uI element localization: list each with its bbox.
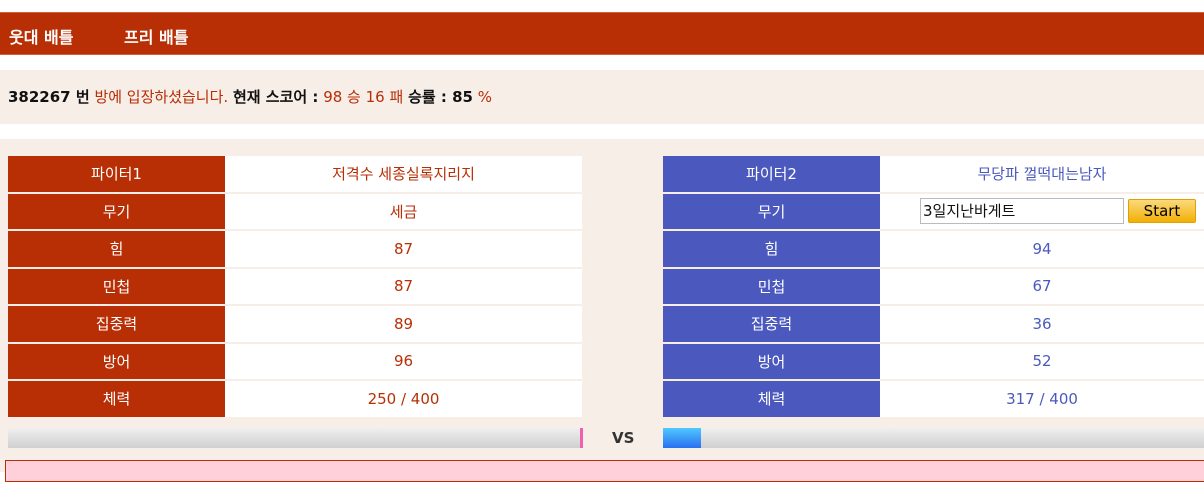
stat-value: 36 [880, 306, 1204, 342]
stat-label: 힘 [663, 231, 880, 267]
stat-value: 세금 [225, 193, 582, 229]
fighter2-table: 파이터2 무당파 껄떡대는남자 무기 3일지난바게트 Start 힘 94 민첩 67 집중력 36… [663, 154, 1204, 419]
stat-label: 무기 [8, 193, 225, 229]
stat-value: 250 / 400 [225, 381, 582, 417]
stat-row: 방어 96 [8, 343, 582, 379]
score-label: 현재 스코어 : [232, 88, 319, 106]
stat-label: 방어 [8, 343, 225, 379]
stat-value: 96 [225, 343, 582, 379]
stat-row: 무기 3일지난바게트 Start [663, 193, 1204, 229]
stat-row: 힘 94 [663, 231, 1204, 267]
stat-row: 파이터1 저격수 세종실록지리지 [8, 156, 582, 192]
win-rate-unit: % [477, 88, 493, 106]
battle-log-box [5, 460, 1204, 482]
stat-label: 파이터2 [663, 156, 880, 192]
stat-value: 52 [880, 343, 1204, 379]
stat-row: 체력 317 / 400 [663, 381, 1204, 417]
stat-value: 무당파 껄떡대는남자 [880, 156, 1204, 192]
stat-value: 94 [880, 231, 1204, 267]
stat-row: 힘 87 [8, 231, 582, 267]
stat-label: 민첩 [663, 268, 880, 304]
stat-value: 67 [880, 268, 1204, 304]
stat-row: 집중력 36 [663, 306, 1204, 342]
stat-value: 3일지난바게트 Start [880, 193, 1204, 229]
stat-label: 힘 [8, 231, 225, 267]
stat-label: 체력 [663, 381, 880, 417]
fighter1-bar [8, 428, 583, 448]
entered-text: 방에 입장하셨습니다. [94, 88, 229, 106]
stat-row: 집중력 89 [8, 306, 582, 342]
stat-label: 파이터1 [8, 156, 225, 192]
battle-area: 파이터1 저격수 세종실록지리지 무기 세금 힘 87 민첩 87 집중력 89 방어 96 체력 250… [0, 139, 1204, 482]
fighter1-table: 파이터1 저격수 세종실록지리지 무기 세금 힘 87 민첩 87 집중력 89 방어 96 체력 250… [8, 154, 582, 419]
start-button[interactable]: Start [1128, 199, 1196, 224]
score-value: 98 승 16 패 [323, 88, 404, 106]
stat-label: 체력 [8, 381, 225, 417]
stat-label: 민첩 [8, 268, 225, 304]
stat-value: 87 [225, 231, 582, 267]
stat-row: 파이터2 무당파 껄떡대는남자 [663, 156, 1204, 192]
room-info: 382267 번 방에 입장하셨습니다. 현재 스코어 : 98 승 16 패 … [0, 70, 1204, 124]
stat-row: 민첩 67 [663, 268, 1204, 304]
stat-value: 87 [225, 268, 582, 304]
weapon-input[interactable]: 3일지난바게트 [920, 198, 1124, 225]
stat-label: 방어 [663, 343, 880, 379]
stat-label: 집중력 [8, 306, 225, 342]
nav-bar: 웃대 배틀 프리 배틀 [0, 12, 1204, 55]
stat-label: 집중력 [663, 306, 880, 342]
stat-row: 무기 세금 [8, 193, 582, 229]
win-rate: 승률 : 85 [408, 88, 473, 106]
stat-row: 민첩 87 [8, 268, 582, 304]
stat-value: 89 [225, 306, 582, 342]
nav-item-free-battle[interactable]: 프리 배틀 [124, 28, 189, 47]
stat-value: 저격수 세종실록지리지 [225, 156, 582, 192]
fighter2-bar-fill [663, 428, 701, 448]
room-number: 382267 번 [8, 88, 90, 106]
fighter1-bar-fill [580, 428, 583, 448]
stat-value: 317 / 400 [880, 381, 1204, 417]
vs-label: VS [612, 429, 635, 447]
stat-label: 무기 [663, 193, 880, 229]
fighter2-bar [663, 428, 1204, 448]
stat-row: 체력 250 / 400 [8, 381, 582, 417]
nav-item-humor-battle[interactable]: 웃대 배틀 [9, 28, 74, 47]
stat-row: 방어 52 [663, 343, 1204, 379]
